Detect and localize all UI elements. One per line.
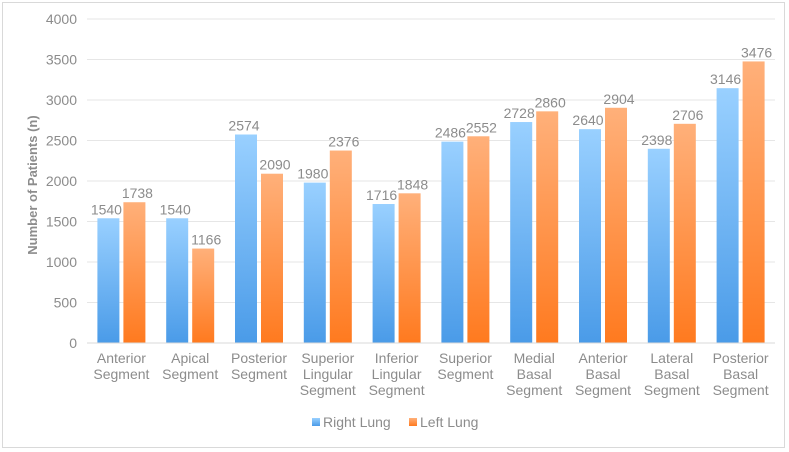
bar-left-lung (605, 107, 627, 343)
bar-left-lung (192, 248, 215, 343)
x-tick-label: Lateral Basal Segment (644, 350, 700, 398)
bar-right-lung (97, 218, 120, 343)
legend: Right Lung Left Lung (312, 414, 478, 430)
bar-right-lung (303, 182, 326, 343)
data-label: 1540 (91, 201, 122, 217)
gridlines (87, 18, 775, 303)
x-tick-label: Superior Lingular Segment (300, 350, 356, 398)
data-label: 1738 (122, 185, 153, 201)
data-label: 2904 (603, 91, 634, 107)
x-tick-label: Superior Segment (437, 350, 493, 382)
bar-right-lung (510, 122, 533, 343)
x-tick-label: Posterior Segment (231, 350, 287, 382)
x-tick-label: Posterior Basal Segment (713, 350, 769, 398)
y-tick-label: 4000 (46, 11, 77, 27)
bar-right-lung (372, 204, 395, 343)
data-label: 1716 (366, 187, 397, 203)
bars (97, 61, 765, 344)
data-label: 2090 (259, 157, 290, 173)
bar-right-lung (441, 141, 464, 343)
legend-swatch (409, 418, 417, 426)
y-tick-label: 2500 (46, 133, 77, 149)
x-tick-label: Inferior Lingular Segment (369, 350, 425, 398)
bar-left-lung (123, 202, 146, 343)
data-label: 1540 (160, 201, 191, 217)
x-axis-categories: Anterior Segment Apical Segment Posterior Seg… (93, 350, 769, 398)
bar-right-lung (716, 88, 739, 343)
data-labels: 1540173815401166257420901980237617161848… (91, 44, 773, 247)
y-tick-label: 1500 (46, 214, 77, 230)
data-label: 2574 (228, 118, 259, 134)
bar-left-lung (536, 111, 559, 343)
data-label: 2640 (572, 112, 603, 128)
x-tick-label: Apical Segment (162, 350, 218, 382)
bar-left-lung (467, 136, 490, 343)
y-tick-label: 3500 (46, 52, 77, 68)
bar-left-lung (398, 193, 421, 343)
data-label: 3146 (710, 71, 741, 87)
bar-left-lung (673, 123, 696, 344)
y-tick-label: 3000 (46, 92, 77, 108)
bar-right-lung (235, 134, 257, 343)
x-tick-label: Anterior Basal Segment (575, 350, 631, 398)
data-label: 1166 (191, 232, 221, 248)
bar-right-lung (647, 148, 670, 343)
data-label: 1848 (397, 176, 428, 192)
data-label: 2486 (435, 125, 466, 141)
bar-left-lung (742, 61, 765, 343)
legend-label: Left Lung (420, 414, 478, 430)
bar-left-lung (261, 173, 283, 343)
bar-right-lung (579, 129, 601, 343)
bar-left-lung (329, 150, 352, 343)
y-tick-label: 2000 (46, 173, 77, 189)
data-label: 1980 (297, 166, 328, 182)
x-tick-label: Anterior Segment (93, 350, 149, 382)
data-label: 2860 (535, 94, 566, 110)
y-tick-label: 1000 (46, 254, 77, 270)
bar-right-lung (166, 218, 189, 343)
data-label: 2376 (328, 134, 359, 150)
legend-label: Right Lung (323, 414, 391, 430)
y-axis-ticks: 0 500 1000 1500 2000 2500 3000 3500 4000 (46, 11, 77, 351)
data-label: 2552 (466, 119, 497, 135)
data-label: 3476 (741, 44, 772, 60)
legend-swatch (312, 418, 320, 426)
x-tick-label: Medial Basal Segment (506, 350, 562, 398)
data-label: 2706 (672, 107, 703, 123)
data-label: 2398 (641, 132, 672, 148)
y-tick-label: 500 (54, 295, 78, 311)
y-axis-label: Number of Patients (n) (25, 115, 40, 254)
data-label: 2728 (504, 105, 535, 121)
y-tick-label: 0 (69, 335, 77, 351)
